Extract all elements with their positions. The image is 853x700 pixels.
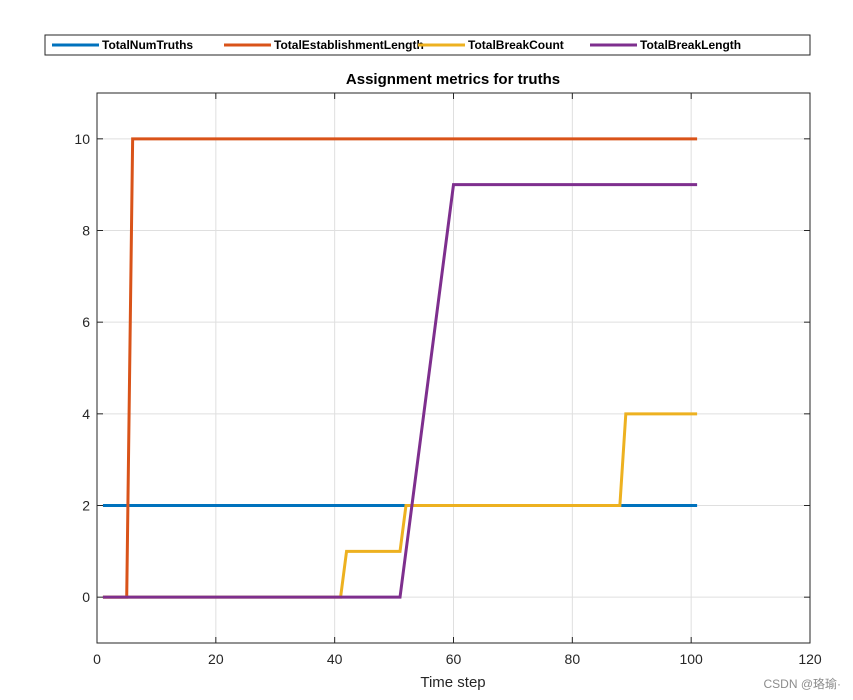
x-tick-label: 80 xyxy=(565,651,581,667)
watermark: CSDN @珞瑜· xyxy=(763,677,841,691)
y-tick-label: 10 xyxy=(74,131,90,147)
y-tick-label: 4 xyxy=(82,406,90,422)
x-tick-label: 120 xyxy=(798,651,822,667)
y-ticks: 0 2 4 6 8 10 xyxy=(74,131,810,605)
x-tick-label: 100 xyxy=(679,651,703,667)
x-ticks: 0 20 40 60 80 100 120 xyxy=(93,93,822,667)
chart-title: Assignment metrics for truths xyxy=(346,71,560,88)
series-lines xyxy=(102,137,698,599)
legend-label-TotalBreakCount: TotalBreakCount xyxy=(468,38,564,52)
legend: TotalNumTruths TotalEstablishmentLength To… xyxy=(44,34,811,56)
x-axis-label: Time step xyxy=(420,674,485,691)
series-line-TotalEstablishmentLength xyxy=(102,137,698,599)
y-tick-label: 8 xyxy=(82,223,90,239)
legend-label-TotalEstablishmentLength: TotalEstablishmentLength xyxy=(274,38,424,52)
series-line-TotalBreakCount xyxy=(102,412,698,599)
legend-label-TotalNumTruths: TotalNumTruths xyxy=(102,38,193,52)
x-tick-label: 40 xyxy=(327,651,343,667)
y-tick-label: 6 xyxy=(82,314,90,330)
grid xyxy=(96,93,811,643)
series-line-TotalBreakLength xyxy=(102,183,698,599)
y-tick-label: 2 xyxy=(82,498,90,514)
x-tick-label: 60 xyxy=(446,651,462,667)
x-tick-label: 20 xyxy=(208,651,224,667)
x-tick-label: 0 xyxy=(93,651,101,667)
y-tick-label: 0 xyxy=(82,589,90,605)
legend-label-TotalBreakLength: TotalBreakLength xyxy=(640,38,741,52)
